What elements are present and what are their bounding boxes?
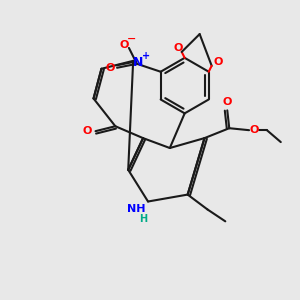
Text: O: O: [173, 43, 182, 53]
Text: O: O: [83, 126, 92, 136]
Text: N: N: [133, 56, 143, 69]
Text: O: O: [223, 98, 232, 107]
Text: O: O: [249, 125, 259, 135]
Text: O: O: [119, 40, 129, 50]
Text: −: −: [127, 34, 136, 44]
Text: O: O: [214, 57, 223, 67]
Text: H: H: [139, 214, 147, 224]
Text: +: +: [142, 51, 150, 61]
Text: NH: NH: [127, 204, 146, 214]
Text: O: O: [105, 63, 115, 73]
